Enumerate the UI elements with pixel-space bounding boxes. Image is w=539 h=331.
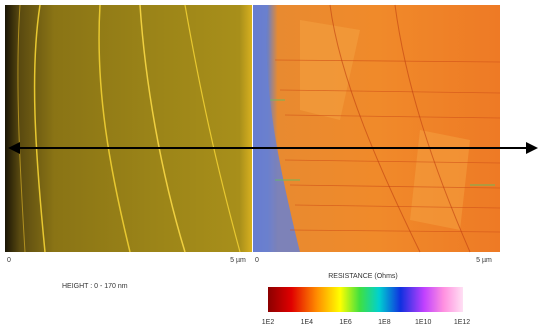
colorbar [268,287,463,312]
resistance-image [253,4,501,253]
height-image [5,4,252,253]
colorbar-label: 1E6 [339,319,352,326]
scale-start: 0 [255,257,259,264]
colorbar-label: 1E12 [454,319,470,326]
scale-end: 5 µm [476,257,492,264]
colorbar-label: 1E4 [301,319,314,326]
colorbar-title: RESISTANCE (Ohms) [328,273,398,280]
double-arrow [8,142,538,154]
colorbar-label: 1E10 [415,319,431,326]
scale-start: 0 [7,257,11,264]
colorbar-label: 1E2 [262,319,275,326]
height-caption: HEIGHT : 0 - 170 nm [62,283,128,290]
colorbar-label: 1E8 [378,319,391,326]
colorbar-labels: 1E2 1E4 1E6 1E8 1E10 1E12 [262,319,471,326]
scale-end: 5 µm [230,257,246,264]
